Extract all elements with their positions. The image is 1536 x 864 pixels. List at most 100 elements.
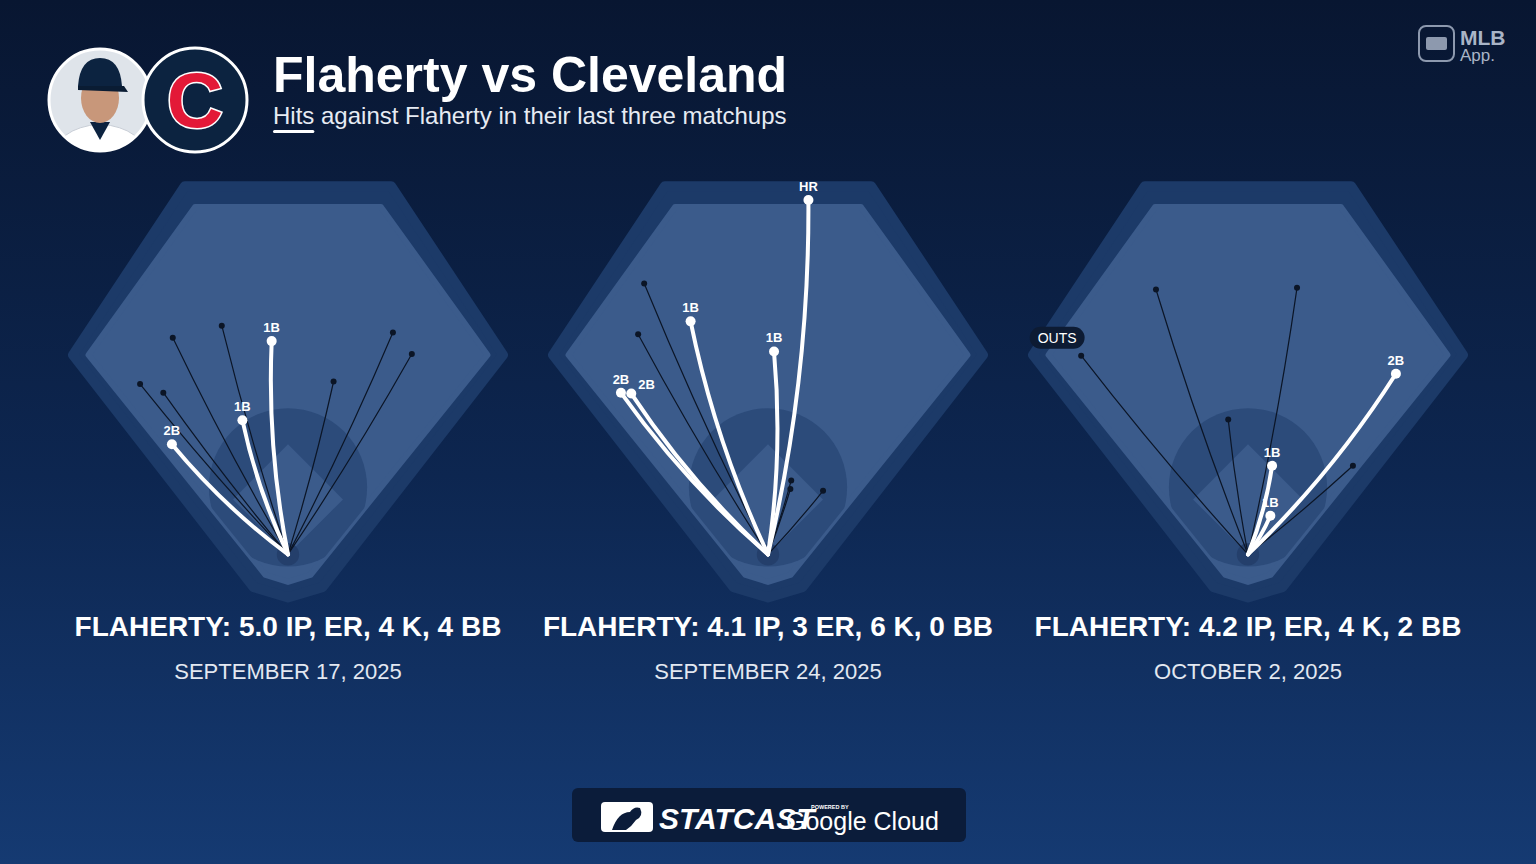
data-group (1078, 285, 1401, 555)
out-point (820, 488, 826, 494)
annotation-text: OUTS (1038, 330, 1077, 346)
out-point (635, 331, 641, 337)
out-point (137, 381, 143, 387)
hit-point (167, 439, 177, 449)
title: Flaherty vs Cleveland (273, 47, 787, 103)
hit-label: 1B (1262, 495, 1279, 510)
data-group (616, 195, 826, 554)
hit-point (616, 388, 626, 398)
out-point (409, 351, 415, 357)
hit-label: 1B (766, 330, 783, 345)
out-trajectory (288, 333, 393, 555)
hit-trajectory (242, 420, 288, 554)
infield-grass (233, 444, 343, 554)
hit-trajectory (172, 444, 288, 554)
out-point (1225, 416, 1231, 422)
out-trajectory (140, 384, 288, 554)
panel-title: FLAHERTY: 5.0 IP, ER, 4 K, 4 BB (75, 611, 502, 642)
hit-label: 2B (638, 377, 655, 392)
hit-label: 2B (164, 423, 181, 438)
hit-trajectory (691, 321, 768, 554)
footer-partner: Google Cloud (786, 807, 939, 835)
hit-point (803, 195, 813, 205)
hit-point (237, 415, 247, 425)
mlb-logo-figure (612, 808, 641, 831)
out-point (641, 281, 647, 287)
panel: 2B 1B 1B OUTS (1030, 186, 1463, 597)
cap (78, 58, 122, 86)
cap-brim (78, 86, 128, 92)
out-point (160, 390, 166, 396)
data-group (137, 323, 415, 555)
collar (90, 122, 110, 140)
out-trajectory (173, 338, 288, 555)
out-trajectory (222, 326, 288, 555)
hit-label: 2B (1388, 353, 1405, 368)
hit-trajectory (1248, 466, 1272, 555)
annotation: OUTS (1030, 327, 1085, 349)
out-trajectory (1228, 419, 1248, 554)
hit-point (1265, 511, 1275, 521)
panel-date: OCTOBER 2, 2025 (1154, 659, 1342, 684)
app-label: App. (1460, 46, 1495, 65)
field (89, 207, 488, 582)
out-point (219, 323, 225, 329)
team-logo: C (167, 56, 223, 144)
infield (209, 408, 367, 566)
out-point (1294, 285, 1300, 291)
annotation-pill (1030, 327, 1085, 349)
labels: 2B 1B 1B (1262, 353, 1404, 510)
hit-point (769, 346, 779, 356)
footer-box (572, 788, 966, 842)
hit-label: 1B (263, 320, 280, 335)
out-point (390, 330, 396, 336)
out-point (788, 477, 794, 483)
out-trajectory (644, 284, 768, 555)
out-trajectory (1156, 290, 1248, 555)
hit-label: HR (799, 179, 818, 194)
hit-point (267, 336, 277, 346)
out-trajectory (288, 382, 334, 555)
hit-trajectory (621, 393, 768, 555)
hit-trajectory (1248, 516, 1270, 555)
field-outer (1033, 186, 1463, 597)
out-trajectory (163, 393, 288, 555)
hit-trajectory (768, 200, 808, 554)
infield-grass (1193, 444, 1303, 554)
out-trajectory (1081, 356, 1248, 555)
hit-point (1391, 369, 1401, 379)
field-outer (553, 186, 983, 597)
field (1049, 207, 1448, 582)
labels: 2B 2B 1B 1B HR (613, 179, 819, 391)
out-point (1153, 287, 1159, 293)
background (0, 0, 1536, 864)
infield (1169, 408, 1327, 566)
out-trajectory (288, 354, 412, 554)
panel-date: SEPTEMBER 17, 2025 (174, 659, 401, 684)
out-point (331, 379, 337, 385)
out-point (1078, 353, 1084, 359)
labels: 2B1B1B (164, 320, 280, 438)
panel-title: FLAHERTY: 4.1 IP, 3 ER, 6 K, 0 BB (543, 611, 993, 642)
out-point (170, 335, 176, 341)
panel-date: SEPTEMBER 24, 2025 (654, 659, 881, 684)
avatar-ring (49, 49, 151, 151)
panel: 2B 2B 1B 1B HR (553, 179, 983, 597)
mlb-logo (601, 802, 653, 832)
app-icon (1419, 26, 1454, 61)
hit-label: 1B (682, 300, 699, 315)
app-icon-inner (1426, 37, 1447, 50)
hit-label: 2B (613, 372, 630, 387)
out-point (1350, 463, 1356, 469)
panel: 2B1B1B (73, 186, 503, 597)
panel-title: FLAHERTY: 4.2 IP, ER, 4 K, 2 BB (1035, 611, 1462, 642)
subtitle-underline (273, 130, 314, 133)
out-point (787, 486, 793, 492)
team-logo-circle (143, 48, 247, 152)
hit-point (1267, 461, 1277, 471)
hit-label: 1B (1264, 445, 1281, 460)
hit-trajectory (1248, 374, 1396, 555)
hit-trajectory (631, 394, 768, 555)
subtitle: Hits against Flaherty in their last thre… (273, 102, 787, 129)
hit-point (626, 389, 636, 399)
